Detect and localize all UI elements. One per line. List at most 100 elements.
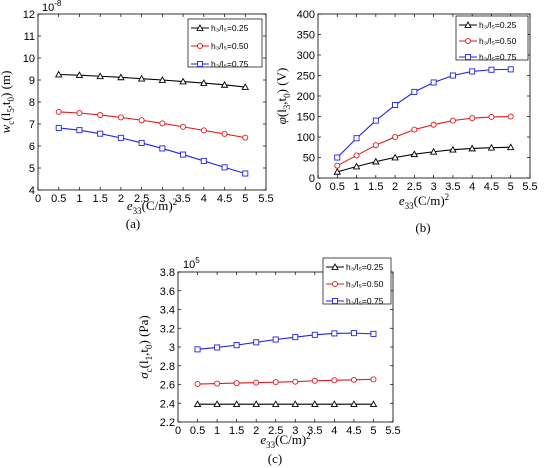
y-tick-label-c: 3.4 — [160, 305, 175, 317]
data-point-c-2 — [214, 380, 221, 387]
data-point-b-3 — [353, 135, 360, 142]
x-axis-label-b: e33(C/m)2 — [399, 192, 449, 211]
data-point-a-1 — [54, 70, 63, 78]
data-point-c-2 — [194, 381, 201, 388]
y-tick-label-b: 150 — [297, 112, 315, 124]
data-point-c-2 — [292, 378, 299, 385]
data-point-c-2 — [253, 379, 260, 386]
x-tick-label-b: 1.5 — [368, 181, 383, 193]
y-tick-label-c: 2.4 — [160, 398, 175, 410]
x-tick-label-a: 5 — [242, 193, 248, 205]
data-point-b-1 — [410, 150, 419, 158]
data-point-b-1 — [372, 157, 380, 165]
data-point-b-1 — [391, 153, 399, 161]
data-point-c-3 — [253, 339, 260, 346]
data-point-a-1 — [158, 76, 167, 83]
x-tick-label-b: 4.5 — [484, 181, 499, 193]
y-tick-label-b: 0 — [309, 173, 315, 185]
x-tick-label-a: 2.5 — [134, 193, 149, 205]
y-exponent-c: 105 — [183, 256, 200, 271]
data-point-c-1 — [369, 400, 378, 408]
y-tick-label-a: 9 — [29, 75, 35, 87]
data-point-c-3 — [350, 330, 357, 337]
x-tick-label-a: 1.5 — [93, 193, 108, 205]
legend-label-a-2: h₃/l₅=0.50 — [211, 41, 249, 51]
data-point-c-2 — [233, 380, 240, 387]
data-point-a-2 — [138, 117, 145, 124]
legend-marker-b-2 — [465, 38, 472, 45]
data-point-a-3 — [55, 124, 62, 131]
x-tick-label-c: 3 — [292, 425, 298, 437]
data-point-b-1 — [352, 162, 361, 170]
legend-label-c-1: h₃/l₅=0.25 — [346, 262, 384, 272]
x-tick-label-a: 0.5 — [51, 193, 66, 205]
x-tick-label-c: 1.5 — [229, 425, 244, 437]
y-tick-label-b: 400 — [297, 9, 315, 21]
data-point-a-3 — [242, 170, 249, 177]
x-tick-label-a: 0 — [35, 193, 41, 205]
data-point-c-1 — [350, 400, 358, 408]
legend-marker-c-2 — [332, 281, 339, 288]
y-tick-label-c: 2.2 — [160, 417, 175, 429]
data-point-a-3 — [76, 127, 83, 134]
data-point-a-1 — [241, 83, 250, 90]
data-point-b-3 — [507, 66, 514, 73]
data-point-c-1 — [252, 400, 260, 408]
data-point-c-2 — [272, 379, 279, 386]
x-tick-label-a: 4 — [201, 193, 207, 205]
data-point-a-1 — [220, 80, 229, 88]
data-point-c-1 — [271, 400, 280, 408]
data-point-c-2 — [311, 377, 318, 384]
x-axis-label-a: e33(C/m)2 — [127, 197, 177, 216]
data-point-b-2 — [392, 133, 399, 140]
data-point-c-3 — [214, 344, 221, 351]
data-point-b-1 — [429, 147, 438, 155]
data-point-c-2 — [331, 377, 338, 384]
data-point-a-3 — [117, 134, 124, 141]
caption-b: (b) — [415, 220, 430, 235]
data-point-c-3 — [292, 334, 299, 341]
y-tick-label-b: 300 — [297, 50, 315, 62]
data-point-b-2 — [430, 121, 437, 128]
data-point-c-3 — [233, 342, 240, 349]
data-point-b-3 — [392, 102, 399, 109]
y-tick-label-c: 3 — [169, 342, 175, 354]
data-point-b-2 — [488, 113, 495, 120]
y-tick-label-c: 2.6 — [160, 380, 175, 392]
data-point-b-2 — [507, 113, 514, 120]
data-point-a-3 — [200, 157, 207, 164]
x-tick-label-b: 2 — [392, 181, 398, 193]
y-tick-label-b: 100 — [297, 132, 315, 144]
y-tick-label-a: 11 — [24, 31, 35, 43]
data-point-b-1 — [506, 143, 515, 151]
data-point-a-2 — [76, 109, 83, 116]
x-tick-label-a: 5.5 — [258, 193, 273, 205]
x-tick-label-c: 4.5 — [346, 425, 361, 437]
y-tick-label-c: 3.6 — [160, 286, 175, 298]
x-tick-label-c: 1 — [214, 425, 220, 437]
data-point-a-1 — [75, 71, 84, 79]
data-point-a-2 — [221, 130, 228, 137]
y-tick-label-a: 4 — [29, 185, 35, 197]
data-point-b-1 — [449, 145, 457, 153]
x-tick-label-b: 2.5 — [407, 181, 422, 193]
legend-label-c-3: h₃/l₅=0.75 — [346, 296, 384, 306]
data-point-b-2 — [411, 126, 418, 133]
series-line-b-2 — [337, 115, 511, 167]
x-tick-label-a: 3 — [159, 193, 165, 205]
x-tick-label-c: 0.5 — [190, 425, 205, 437]
x-axis-label-c: e33(C/m)2 — [260, 431, 310, 450]
y-tick-label-b: 50 — [303, 153, 315, 165]
x-tick-label-b: 3.5 — [445, 181, 460, 193]
data-point-b-3 — [372, 117, 379, 124]
y-axis-label-c: σc(l1,t0) (Pa) — [136, 315, 154, 379]
y-tick-label-a: 8 — [29, 97, 35, 109]
data-point-b-3 — [449, 72, 456, 79]
legend-label-a-3: h₃/l₅=0.75 — [211, 59, 249, 69]
data-point-b-2 — [469, 115, 476, 122]
data-point-a-2 — [180, 123, 187, 130]
chart-c: 0 0.5 1 1.5 2 2.5 3 3.5 4 4.5 5 5.5 2.2 2.4 2.6 2.8 3 3.2… — [136, 256, 401, 466]
x-tick-label-c: 5.5 — [385, 425, 400, 437]
series-line-c-3 — [197, 332, 374, 350]
